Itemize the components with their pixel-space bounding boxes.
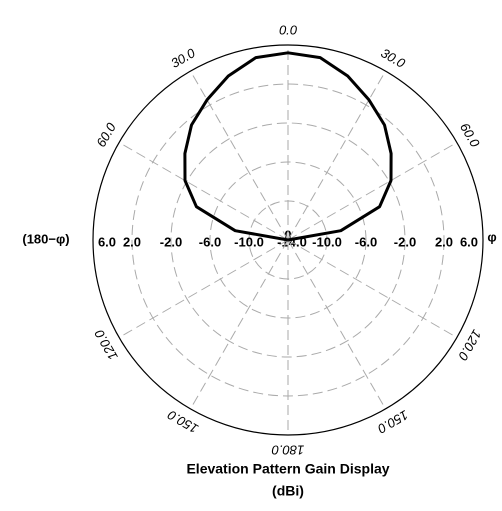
grid-spoke — [287, 239, 458, 338]
r-tick-label: -2.0 — [394, 234, 416, 249]
angle-tick-label: 30.0 — [378, 45, 408, 71]
grid-spoke — [287, 239, 386, 410]
grid-ring — [170, 122, 406, 358]
r-tick-label: 2.0 — [123, 234, 141, 249]
grid-spoke — [118, 142, 289, 241]
grid-spoke — [287, 70, 386, 241]
grid-spoke — [190, 70, 289, 241]
r-tick-label: -10.0 — [312, 234, 342, 249]
r-tick-label: -6.0 — [355, 234, 377, 249]
chart-subtitle: (dBi) — [272, 483, 304, 499]
left-label: (180−φ) — [22, 231, 69, 246]
angle-tick-label: 180.0 — [271, 443, 304, 458]
angle-tick-label: 60.0 — [93, 120, 119, 150]
angle-tick-label: 30.0 — [168, 45, 198, 71]
r-tick-label: 6.0 — [98, 234, 116, 249]
chart-title: Elevation Pattern Gain Display — [186, 461, 389, 477]
grid-spoke — [190, 239, 289, 410]
r-tick-label: 6.0 — [460, 234, 478, 249]
angle-tick-label: 60.0 — [457, 120, 483, 150]
angle-tick-label: 0.0 — [279, 22, 298, 37]
outer-circle — [92, 44, 484, 436]
r-tick-label: -2.0 — [160, 234, 182, 249]
r-tick-label: -10.0 — [234, 234, 264, 249]
right-label: φ — [487, 229, 496, 244]
r-tick-label: 2.0 — [435, 234, 453, 249]
r-tick-label: -6.0 — [199, 234, 221, 249]
pattern-line — [183, 51, 393, 242]
grid-spoke — [287, 142, 458, 241]
grid-spoke — [118, 239, 289, 338]
